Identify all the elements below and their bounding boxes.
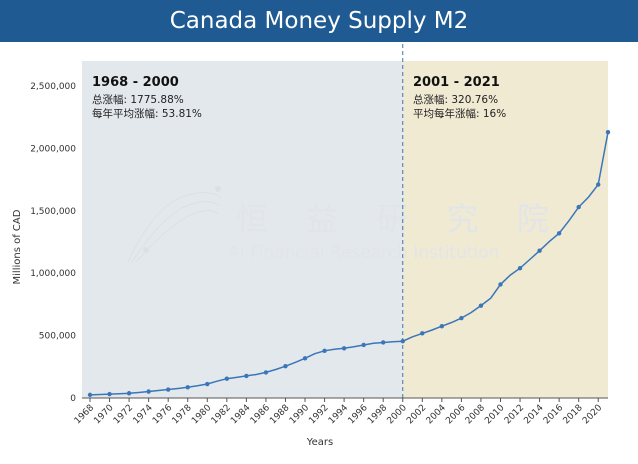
data-point xyxy=(459,315,464,321)
y-tick-label: 0 xyxy=(70,394,76,404)
y-axis-ticks: 0 500,000 1,000,000 1,500,000 2,000,000 2,500… xyxy=(30,82,76,404)
x-tick-label: 2000 xyxy=(386,403,409,426)
data-point xyxy=(605,129,611,135)
data-point xyxy=(341,346,347,351)
y-tick-label: 1,500,000 xyxy=(30,207,76,217)
x-tick-label: 2012 xyxy=(503,403,526,426)
x-tick-label: 2018 xyxy=(562,403,585,426)
data-point xyxy=(126,391,132,396)
period-bands xyxy=(82,61,608,398)
data-point xyxy=(556,231,562,236)
data-point xyxy=(420,331,425,336)
x-tick-label: 1998 xyxy=(366,403,389,426)
data-point xyxy=(498,282,503,287)
data-point xyxy=(283,363,288,369)
y-tick-label: 2,500,000 xyxy=(30,82,76,92)
period-2-avg-growth: 平均每年涨幅: 16% xyxy=(413,107,506,120)
y-tick-label: 500,000 xyxy=(39,332,76,342)
period-2-total-growth: 总涨幅: 320.76% xyxy=(413,93,498,106)
series-points xyxy=(87,129,611,398)
x-tick-label: 2016 xyxy=(542,403,565,426)
data-point xyxy=(224,376,230,381)
y-tick-label: 2,000,000 xyxy=(30,144,76,154)
data-point xyxy=(576,204,581,210)
data-point xyxy=(107,391,112,397)
x-tick-label: 1992 xyxy=(307,403,330,426)
data-point xyxy=(361,342,366,348)
x-tick-label: 1974 xyxy=(131,403,154,426)
data-point xyxy=(596,182,601,187)
x-tick-label: 1970 xyxy=(92,403,115,426)
data-point xyxy=(400,339,405,344)
watermark-cn: 恒 益 研 究 院 xyxy=(236,200,563,238)
x-tick-label: 2002 xyxy=(405,403,428,426)
y-tick-label: 1,000,000 xyxy=(30,269,76,279)
data-point xyxy=(87,392,93,398)
x-tick-label: 1978 xyxy=(171,403,194,426)
data-point xyxy=(478,303,484,308)
data-point xyxy=(165,387,171,392)
data-point xyxy=(146,389,151,394)
data-point xyxy=(537,248,542,253)
x-tick-label: 1976 xyxy=(151,403,174,426)
data-point xyxy=(322,348,327,354)
period-1-total-growth: 总涨幅: 1775.88% xyxy=(92,93,184,106)
watermark-logo-icon xyxy=(127,186,223,263)
x-axis-ticks: 1968197019721974197619781980198219841986… xyxy=(73,398,605,426)
data-point xyxy=(517,266,523,271)
period-band-1 xyxy=(82,61,403,398)
y-axis-title: Millions of CAD xyxy=(12,209,23,284)
x-tick-label: 1984 xyxy=(229,403,252,426)
x-tick-label: 1980 xyxy=(190,403,213,426)
x-tick-label: 1996 xyxy=(347,403,370,426)
x-tick-label: 2004 xyxy=(425,403,448,426)
period-1-avg-growth: 每年平均涨幅: 53.81% xyxy=(92,107,202,120)
x-tick-label: 1972 xyxy=(112,403,135,426)
x-tick-label: 2010 xyxy=(483,403,506,426)
x-tick-label: 1982 xyxy=(210,403,233,426)
data-point xyxy=(381,340,386,345)
period-2-label: 2001 - 2021 xyxy=(413,75,500,90)
watermark-en: AI Financial Research Institution xyxy=(228,243,499,263)
period-band-2 xyxy=(402,61,608,398)
x-tick-label: 1986 xyxy=(249,403,272,426)
data-point xyxy=(263,370,269,375)
x-tick-label: 1994 xyxy=(327,403,350,426)
chart-title: Canada Money Supply M2 xyxy=(0,0,638,42)
data-point xyxy=(439,324,445,329)
data-point xyxy=(205,381,210,387)
x-tick-label: 2020 xyxy=(581,403,604,426)
period-1-label: 1968 - 2000 xyxy=(92,75,179,90)
x-tick-label: 2014 xyxy=(522,403,545,426)
data-point xyxy=(244,373,249,379)
x-axis-title: Years xyxy=(306,437,333,448)
x-tick-label: 1990 xyxy=(288,403,311,426)
x-tick-label: 1988 xyxy=(268,403,291,426)
x-tick-label: 1968 xyxy=(73,403,96,426)
x-tick-label: 2008 xyxy=(464,403,487,426)
watermark: 恒 益 研 究 院 AI Financial Research Institut… xyxy=(127,186,563,263)
x-tick-label: 2006 xyxy=(444,403,467,426)
data-point xyxy=(302,356,308,361)
data-point xyxy=(185,385,190,390)
